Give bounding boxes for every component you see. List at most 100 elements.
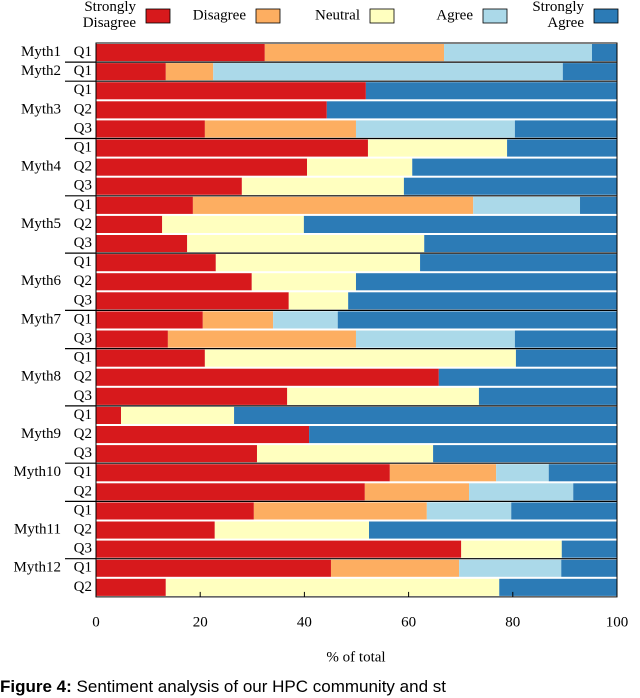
y-tick-label: Q3 bbox=[74, 235, 92, 251]
y-tick-label: Q1 bbox=[74, 139, 92, 155]
caption-label: Figure 4: bbox=[0, 677, 72, 696]
y-tick-label: Q2 bbox=[74, 273, 92, 289]
bar-segment bbox=[96, 464, 390, 482]
bar-segment bbox=[192, 196, 474, 214]
legend-swatch bbox=[482, 8, 508, 24]
bar-segment bbox=[96, 120, 205, 138]
group-label: Myth10 bbox=[13, 464, 61, 480]
y-tick-label: Q3 bbox=[74, 388, 92, 404]
y-tick-label: Q2 bbox=[74, 579, 92, 595]
bar-segment bbox=[96, 101, 327, 119]
bar-segment bbox=[162, 215, 304, 233]
x-tick-label: 0 bbox=[92, 614, 100, 630]
plot-frame bbox=[95, 42, 618, 598]
bar-segment bbox=[365, 82, 617, 100]
group-label: Myth9 bbox=[21, 426, 61, 442]
y-tick-label: Q1 bbox=[74, 560, 92, 576]
bar-segment bbox=[499, 578, 617, 596]
bar-segment bbox=[355, 330, 515, 348]
bar-segment bbox=[96, 578, 166, 596]
bar-segment bbox=[96, 235, 188, 253]
bar-segment bbox=[287, 387, 479, 405]
bar-segment bbox=[444, 44, 592, 62]
bar-segment bbox=[96, 426, 310, 444]
bar-segment bbox=[473, 196, 581, 214]
bar-segment bbox=[580, 196, 617, 214]
y-tick-label: Q3 bbox=[74, 120, 92, 136]
bar-segment bbox=[478, 387, 617, 405]
group-label: Myth5 bbox=[21, 216, 61, 232]
bar-segment bbox=[96, 158, 308, 176]
bar-segment bbox=[288, 292, 349, 310]
bar-segment bbox=[420, 254, 617, 272]
bar-segment bbox=[591, 44, 617, 62]
caption: Figure 4: Sentiment analysis of our HPC … bbox=[0, 677, 446, 696]
y-tick-label: Q2 bbox=[74, 483, 92, 499]
bar-segment bbox=[96, 177, 242, 195]
bar-segment bbox=[469, 483, 574, 501]
bar-segment bbox=[326, 101, 617, 119]
y-tick-label: Q3 bbox=[74, 292, 92, 308]
bar-segment bbox=[337, 311, 617, 329]
bar-segment bbox=[215, 254, 421, 272]
y-tick-label: Q1 bbox=[74, 407, 92, 423]
x-tick-label: 80 bbox=[505, 614, 520, 630]
bar-segment bbox=[364, 483, 470, 501]
y-tick-label: Q2 bbox=[74, 216, 92, 232]
bar-segment bbox=[96, 82, 366, 100]
bar-segment bbox=[96, 311, 203, 329]
bar-segment bbox=[433, 445, 617, 463]
bar-segment bbox=[187, 235, 425, 253]
caption-text: Sentiment analysis of our HPC community … bbox=[77, 677, 447, 696]
bar-segment bbox=[253, 502, 427, 520]
y-tick-label: Q3 bbox=[74, 178, 92, 194]
bar-segment bbox=[96, 368, 439, 386]
bar-segment bbox=[202, 311, 274, 329]
y-tick-label: Q1 bbox=[74, 350, 92, 366]
x-axis-label: % of total bbox=[326, 649, 385, 665]
bar-segment bbox=[96, 559, 331, 577]
bar-segment bbox=[204, 120, 356, 138]
bar-segment bbox=[96, 44, 265, 62]
bar-segment bbox=[121, 406, 235, 424]
bar-segment bbox=[96, 63, 166, 81]
bar-segment bbox=[511, 502, 617, 520]
bar-segment bbox=[204, 349, 516, 367]
bar-segment bbox=[424, 235, 617, 253]
bar-segment bbox=[241, 177, 404, 195]
legend-swatch bbox=[369, 8, 395, 24]
bar-segment bbox=[96, 445, 257, 463]
bar-segment bbox=[264, 44, 445, 62]
bar-segment bbox=[167, 330, 356, 348]
legend-label: Neutral bbox=[315, 7, 360, 23]
y-tick-label: Q3 bbox=[74, 541, 92, 557]
group-label: Myth8 bbox=[21, 369, 61, 385]
group-label: Myth4 bbox=[21, 159, 62, 175]
bar-segment bbox=[96, 196, 193, 214]
legend-label: Disagree bbox=[193, 7, 247, 23]
legend-swatch bbox=[145, 8, 171, 24]
bar-segment bbox=[96, 502, 254, 520]
legend-label: Strongly Agree bbox=[532, 0, 584, 31]
bar-segment bbox=[165, 63, 214, 81]
bar-segment bbox=[251, 273, 356, 291]
y-tick-label: Q1 bbox=[74, 254, 92, 270]
legend-label: Agree bbox=[436, 7, 473, 23]
x-tick-label: 20 bbox=[193, 614, 208, 630]
group-label: Myth7 bbox=[21, 311, 62, 327]
bar-segment bbox=[369, 521, 617, 539]
bar-segment bbox=[96, 215, 163, 233]
bar-segment bbox=[96, 292, 289, 310]
x-tick-label: 100 bbox=[606, 614, 629, 630]
bar-segment bbox=[461, 540, 562, 558]
bar-segment bbox=[367, 139, 508, 157]
bar-segment bbox=[214, 521, 370, 539]
legend-swatch bbox=[255, 8, 281, 24]
y-tick-label: Q2 bbox=[74, 369, 92, 385]
y-tick-label: Q1 bbox=[74, 197, 92, 213]
y-tick-label: Q1 bbox=[74, 502, 92, 518]
bar-segment bbox=[562, 63, 617, 81]
y-tick-label: Q1 bbox=[74, 63, 92, 79]
bar-segment bbox=[355, 120, 515, 138]
